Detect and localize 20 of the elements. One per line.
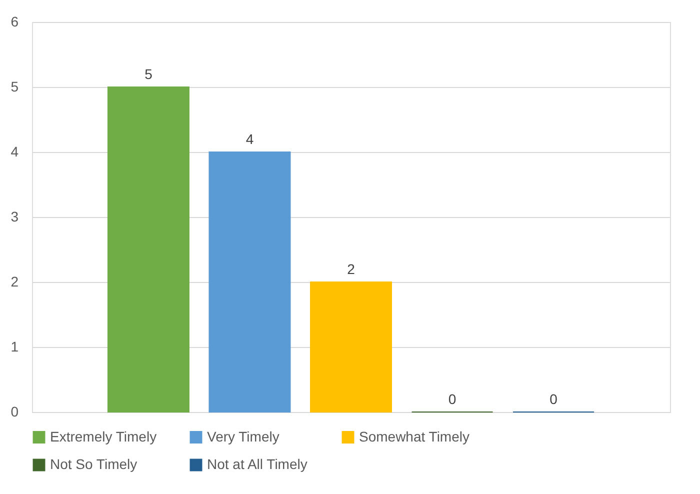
y-tick-label: 1 — [10, 338, 19, 354]
y-tick-label: 6 — [10, 14, 19, 30]
y-tick-label: 3 — [10, 208, 19, 224]
y-tick-label: 0 — [10, 404, 19, 420]
y-tick-label: 2 — [10, 274, 19, 290]
legend-label: Very Timely — [207, 428, 280, 444]
y-tick-label: 5 — [10, 78, 19, 94]
data-label: 5 — [144, 66, 153, 82]
bar — [107, 86, 190, 412]
bar — [208, 152, 291, 412]
bar — [310, 282, 392, 412]
data-label: 0 — [550, 391, 558, 407]
data-label: 4 — [246, 131, 254, 147]
data-label: 0 — [448, 391, 456, 407]
y-tick-label: 4 — [10, 144, 19, 160]
legend-label: Somewhat Timely — [359, 428, 470, 444]
legend-label: Extremely Timely — [50, 428, 157, 444]
legend-label: Not So Timely — [50, 456, 138, 472]
data-label: 2 — [347, 261, 356, 277]
legend-label: Not at All Timely — [207, 456, 308, 472]
